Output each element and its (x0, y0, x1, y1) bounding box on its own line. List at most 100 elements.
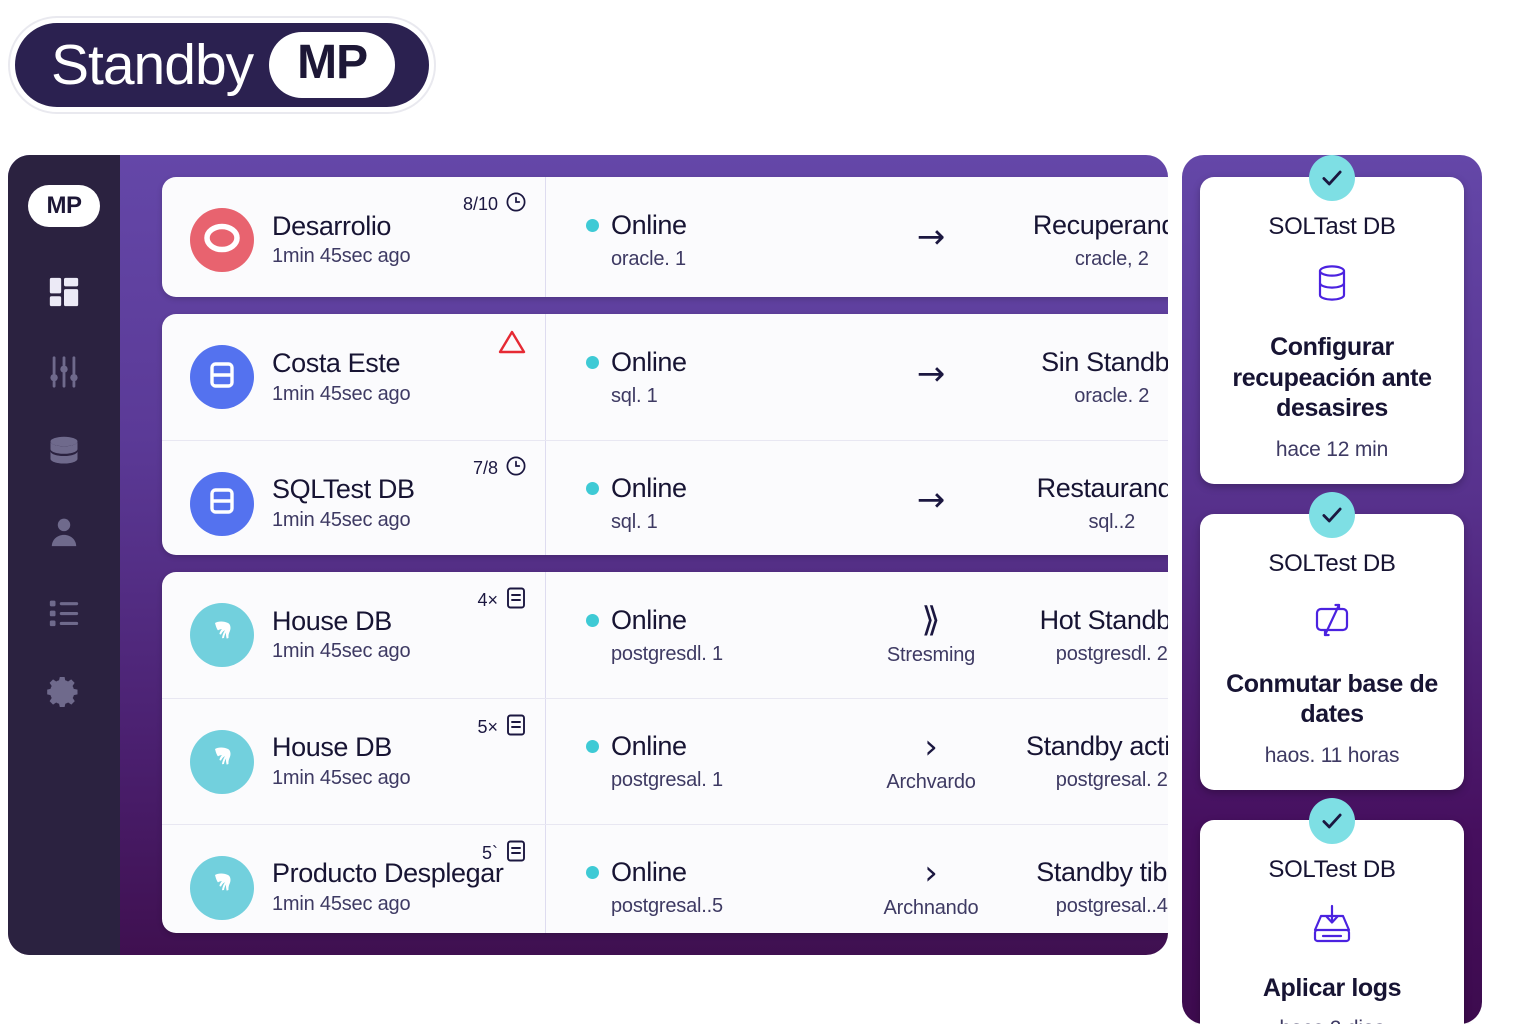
gear-icon (46, 674, 82, 710)
check-circle-icon (1309, 155, 1355, 201)
online-dot-icon (586, 613, 599, 627)
source-node: postgresal..5 (611, 895, 723, 917)
postgres-elephant-icon (202, 613, 242, 658)
target-node: postgresdl. 2 (1055, 642, 1168, 665)
source-node: oracle. 1 (611, 247, 686, 270)
activity-time: hace 2 dias (1279, 1017, 1384, 1024)
replication-link: › Archnando (836, 856, 1026, 920)
source-state: Online (611, 604, 687, 635)
status-badge[interactable] (490, 328, 527, 361)
table-row[interactable]: Desarrolio 1min 45sec ago 8/10 (162, 177, 1168, 298)
replication-group: House DB 1min 45sec ago 4× (162, 572, 1168, 933)
source-status: Online postgresal. 1 (586, 731, 836, 792)
target-state: Restaurando (1036, 473, 1168, 504)
activity-time: hace 12 min (1275, 437, 1389, 461)
replication-list: Desarrolio 1min 45sec ago 8/10 (120, 155, 1168, 955)
activity-db-name: SOLTest DB (1268, 549, 1396, 577)
chevron-right-icon: › (924, 852, 938, 893)
sidebar-item-list[interactable] (37, 585, 91, 639)
badge-text: 4× (477, 590, 498, 610)
source-node: sql. 1 (611, 511, 658, 534)
chevron-right-icon: › (924, 726, 938, 767)
postgres-elephant-icon (202, 739, 242, 784)
db-avatar (190, 345, 254, 410)
target-node: cracle, 2 (1074, 247, 1149, 270)
sidebar: MP (8, 155, 120, 955)
check-circle-icon (1309, 491, 1355, 538)
replication-link: → (836, 357, 1026, 398)
document-icon (505, 839, 527, 868)
row-timestamp: 1min 45sec ago (272, 382, 411, 405)
activity-db-name: SOLTast DB (1268, 213, 1396, 240)
sidebar-item-configuration[interactable] (37, 665, 91, 719)
status-badge[interactable]: 7/8 (473, 455, 527, 482)
row-replication-status: Online postgresal. 1 › Archvardo Standby… (546, 699, 1168, 824)
row-timestamp: 1min 45sec ago (272, 245, 411, 268)
dashboard-grid-icon (47, 275, 81, 309)
db-avatar (190, 208, 254, 272)
activity-card[interactable]: SOLTast DB Configurar recupeación ante d… (1200, 155, 1464, 484)
status-badge[interactable]: 4× (477, 586, 527, 615)
source-status: Online postgresdl. 1 (586, 605, 836, 666)
source-state: Online (611, 346, 687, 377)
sidebar-item-databases[interactable] (37, 425, 91, 479)
badge-text: 8/10 (462, 194, 498, 214)
badge-text: 7/8 (472, 458, 498, 479)
source-state: Online (611, 473, 687, 504)
source-state: Online (611, 209, 687, 240)
replication-group: Desarrolio 1min 45sec ago 8/10 (162, 177, 1168, 298)
sidebar-item-settings-sliders[interactable] (37, 345, 91, 399)
target-node: postgresal. 2 (1055, 769, 1168, 791)
sidebar-item-dashboard[interactable] (37, 265, 91, 319)
row-replication-status: Online sql. 1 → Sin Standby oracle. 2 (546, 314, 1168, 440)
avatar[interactable]: MP (28, 185, 100, 227)
target-state: Sin Standby (1041, 346, 1168, 377)
source-node: postgresal. 1 (611, 769, 723, 791)
badge-text: 5× (477, 717, 498, 737)
sidebar-item-user[interactable] (37, 505, 91, 559)
row-identity: SQLTest DB 1min 45sec ago 7/8 (162, 441, 546, 555)
logo-pill-mp: MP (269, 32, 396, 98)
activity-card[interactable]: SOLTest DB Aplicar logs hace 2 dias (1200, 797, 1464, 1024)
table-row[interactable]: SQLTest DB 1min 45sec ago 7/8 (162, 440, 1168, 555)
db-avatar (190, 471, 254, 536)
target-node: oracle. 2 (1074, 384, 1150, 407)
db-avatar (190, 729, 254, 794)
table-row[interactable]: Producto Desplegar 1min 45sec ago 5` (162, 824, 1168, 933)
activity-card[interactable]: SOLTest DB Conmutar base de dates haos. … (1200, 491, 1464, 790)
status-badge[interactable]: 5` (482, 839, 527, 868)
status-badge[interactable]: 8/10 (463, 191, 527, 218)
source-status: Online postgresal..5 (586, 857, 836, 918)
row-identity: House DB 1min 45sec ago 5× (162, 699, 546, 824)
online-dot-icon (586, 482, 599, 496)
target-state: Standby activo (1026, 731, 1168, 761)
oracle-ring-icon (200, 216, 244, 265)
source-state: Online (611, 731, 687, 761)
document-icon (505, 713, 527, 742)
table-row[interactable]: House DB 1min 45sec ago 4× (162, 572, 1168, 698)
table-row[interactable]: Costa Este 1min 45sec ago (162, 314, 1168, 441)
online-dot-icon (586, 740, 599, 753)
status-badge[interactable]: 5× (477, 713, 527, 742)
target-status: Hot Standby postgresdl. 2 (1026, 605, 1168, 666)
app-logo: Standby MP (10, 18, 434, 112)
row-title: Costa Este (272, 347, 401, 378)
check-circle-icon (1309, 797, 1355, 844)
list-icon (47, 595, 81, 629)
row-replication-status: Online oracle. 1 → Recuperando cracle, 2 (546, 177, 1168, 297)
clock-icon (505, 191, 527, 218)
db-avatar (190, 603, 254, 667)
table-row[interactable]: House DB 1min 45sec ago 5× (162, 698, 1168, 824)
target-status: Sin Standby oracle. 2 (1026, 347, 1168, 408)
replication-link: › Archvardo (836, 730, 1026, 794)
source-state: Online (611, 857, 687, 887)
row-replication-status: Online postgresdl. 1 ⟫ Stresming Hot Sta… (546, 572, 1168, 698)
row-title: House DB (272, 732, 392, 763)
target-node: postgresal..4 (1055, 895, 1168, 917)
app-shell: MP (8, 155, 1168, 955)
replication-group: Costa Este 1min 45sec ago (162, 314, 1168, 555)
activity-db-name: SOLTest DB (1268, 855, 1396, 883)
clock-icon (505, 455, 527, 482)
row-timestamp: 1min 45sec ago (272, 509, 411, 532)
row-title: House DB (272, 605, 392, 636)
